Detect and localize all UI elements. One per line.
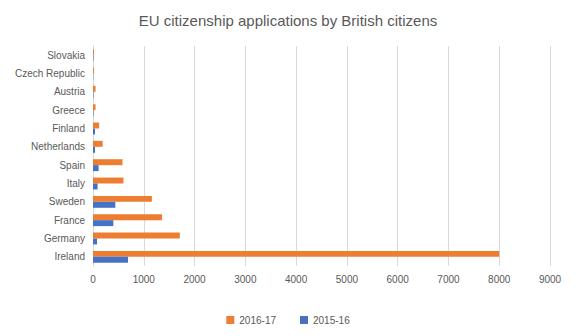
svg-text:2016-17: 2016-17	[239, 315, 276, 326]
svg-text:5000: 5000	[336, 274, 359, 285]
svg-text:2015-16: 2015-16	[313, 315, 350, 326]
svg-text:Finland: Finland	[52, 123, 85, 134]
svg-text:7000: 7000	[437, 274, 460, 285]
svg-text:Slovakia: Slovakia	[47, 50, 85, 61]
svg-text:France: France	[54, 215, 86, 226]
svg-text:Czech Republic: Czech Republic	[15, 68, 85, 79]
svg-text:0: 0	[90, 274, 96, 285]
svg-text:Netherlands: Netherlands	[31, 141, 85, 152]
svg-text:Spain: Spain	[59, 160, 85, 171]
svg-text:9000: 9000	[539, 274, 562, 285]
svg-text:3000: 3000	[234, 274, 257, 285]
svg-text:Germany: Germany	[44, 233, 85, 244]
svg-text:4000: 4000	[285, 274, 308, 285]
svg-text:Sweden: Sweden	[49, 196, 85, 207]
svg-text:EU citizenship applications by: EU citizenship applications by British c…	[139, 12, 437, 29]
svg-text:Greece: Greece	[52, 105, 85, 116]
svg-text:6000: 6000	[387, 274, 410, 285]
svg-text:1000: 1000	[133, 274, 156, 285]
svg-text:2000: 2000	[183, 274, 206, 285]
svg-text:8000: 8000	[488, 274, 511, 285]
svg-text:Ireland: Ireland	[54, 251, 85, 262]
svg-text:Italy: Italy	[67, 178, 85, 189]
svg-text:Austria: Austria	[54, 86, 86, 97]
